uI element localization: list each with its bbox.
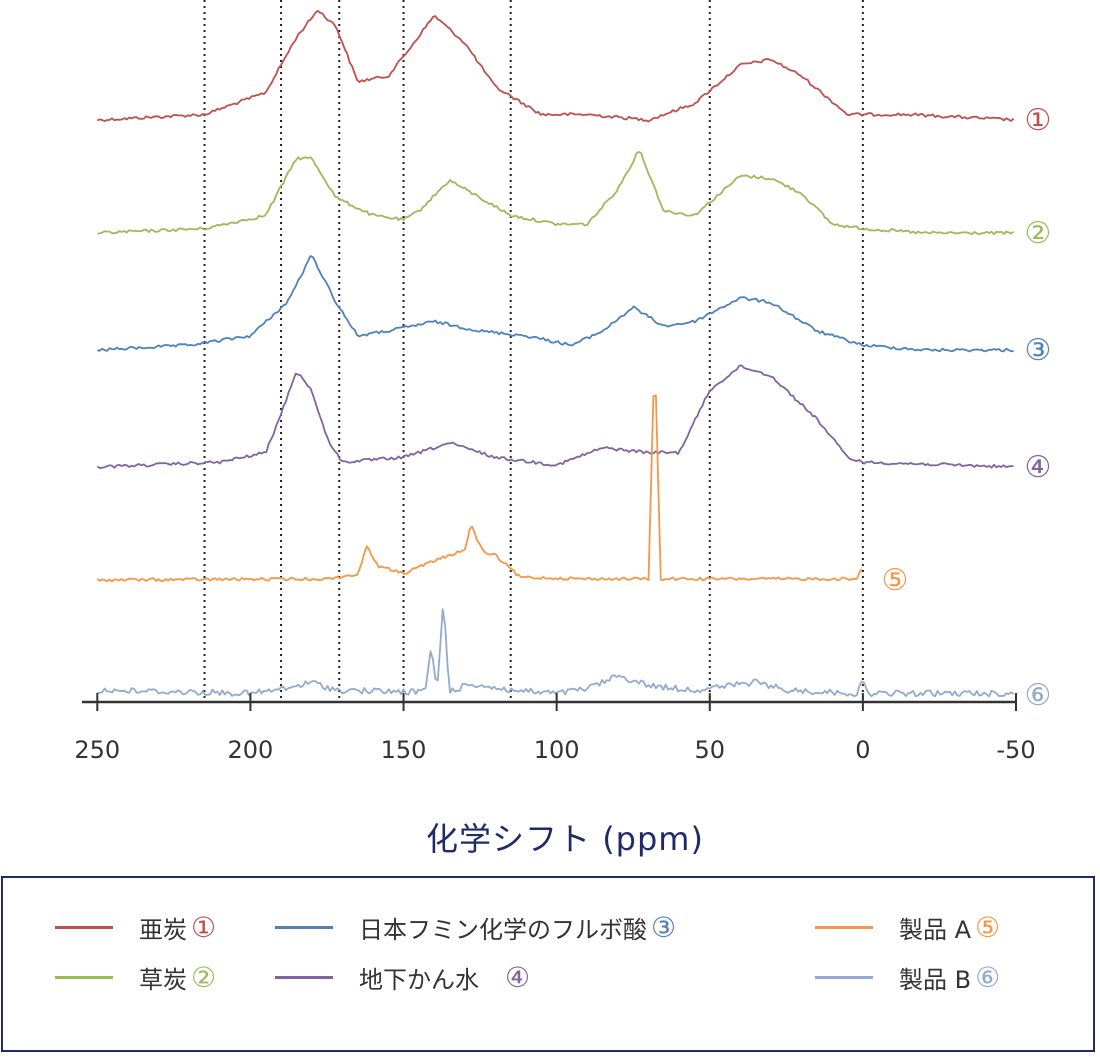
series-end-marker: ① — [1025, 103, 1052, 138]
legend-marker: ⑤ — [975, 911, 1001, 944]
series-line — [96, 10, 1015, 123]
legend-label: 日本フミン化学のフルボ酸 — [359, 916, 647, 944]
x-tick-label: -50 — [996, 736, 1035, 764]
legend-item: 日本フミン化学のフルボ酸 ③ — [275, 910, 676, 945]
legend-swatch — [275, 926, 333, 929]
series-lines — [96, 10, 1015, 698]
legend-marker: ④ — [505, 961, 531, 994]
legend-item: 亜炭 ① — [55, 910, 216, 945]
legend-swatch — [55, 926, 113, 929]
legend-swatch — [275, 976, 333, 979]
legend-marker: ① — [191, 911, 217, 944]
reference-lines — [203, 0, 864, 702]
x-tick-label: 0 — [855, 736, 870, 764]
series-end-marker: ⑤ — [882, 563, 909, 598]
legend-item: 地下かん水 ④ — [275, 960, 530, 995]
series-line — [96, 394, 863, 583]
series-line — [97, 608, 1015, 698]
legend-label: 製品 B — [899, 966, 972, 994]
x-tick-label: 100 — [534, 736, 580, 764]
series-line — [96, 364, 1014, 469]
legend-marker: ③ — [651, 911, 677, 944]
x-tick-label: 50 — [694, 736, 725, 764]
series-end-marker: ⑥ — [1025, 678, 1052, 713]
x-axis-ticks: 250 200 150 100 50 0 -50 — [74, 693, 1036, 764]
nmr-spectrum-plot: ① ② ③ ④ ⑤ ⑥ 250 200 150 100 50 0 -50 — [74, 0, 1052, 764]
legend-marker: ② — [191, 961, 217, 994]
x-tick-label: 200 — [228, 736, 274, 764]
legend-swatch — [55, 976, 113, 979]
x-tick-label: 250 — [74, 736, 120, 764]
legend-swatch — [815, 976, 873, 979]
legend-item: 草炭 ② — [55, 960, 216, 995]
x-tick-label: 150 — [381, 736, 427, 764]
legend-label: 亜炭 — [139, 916, 187, 944]
series-end-marker: ② — [1025, 216, 1052, 251]
x-axis-label: 化学シフト (ppm) — [426, 820, 704, 858]
series-line — [97, 151, 1015, 236]
series-end-marker: ③ — [1025, 333, 1052, 368]
legend-label: 草炭 — [139, 966, 187, 994]
legend-label: 地下かん水 — [359, 966, 479, 994]
series-end-marker: ④ — [1025, 450, 1052, 485]
series-line — [97, 255, 1014, 353]
legend-label: 製品 A — [899, 916, 972, 944]
series-markers: ① ② ③ ④ ⑤ ⑥ — [882, 103, 1052, 713]
legend-marker: ⑥ — [975, 961, 1001, 994]
legend-swatch — [815, 926, 873, 929]
